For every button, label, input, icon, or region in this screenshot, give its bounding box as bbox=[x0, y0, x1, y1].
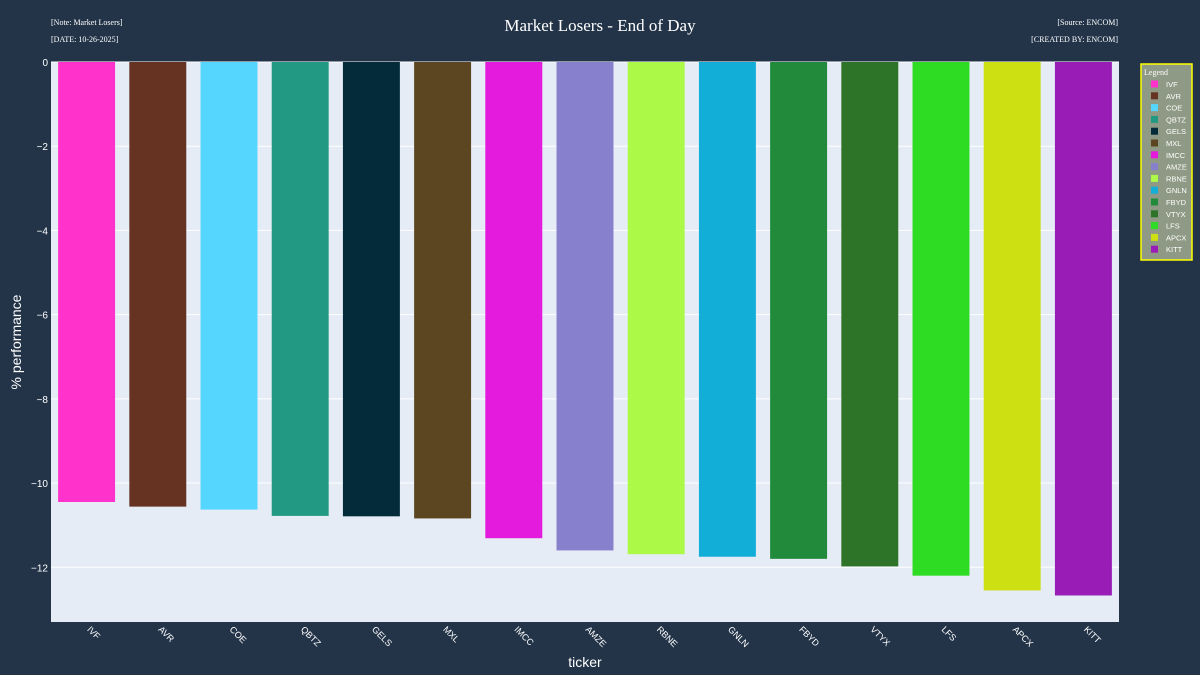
legend-swatch bbox=[1151, 139, 1158, 147]
legend-item-label[interactable]: KITT bbox=[1166, 245, 1183, 254]
legend-swatch bbox=[1151, 163, 1158, 171]
legend-item-label[interactable]: VTYX bbox=[1166, 210, 1186, 219]
bar-amze bbox=[556, 62, 614, 551]
bar-rbne bbox=[627, 62, 685, 555]
bar-fbyd bbox=[770, 62, 828, 559]
y-tick-label: −6 bbox=[37, 311, 49, 322]
legend-swatch bbox=[1151, 198, 1158, 206]
legend-swatch bbox=[1151, 233, 1158, 241]
x-tick-label: GELS bbox=[370, 624, 394, 648]
y-tick-label: −12 bbox=[31, 563, 48, 574]
y-tick-label: −10 bbox=[31, 479, 48, 490]
x-tick-label: IMCC bbox=[512, 624, 536, 648]
legend-title: Legend bbox=[1144, 68, 1168, 77]
header-created-by: [CREATED BY: ENCOM] bbox=[1031, 35, 1118, 44]
legend-item-label[interactable]: AVR bbox=[1166, 92, 1181, 101]
bar-kitt bbox=[1054, 62, 1112, 596]
x-tick-label: VTYX bbox=[868, 624, 892, 648]
y-tick-label: 0 bbox=[42, 58, 48, 69]
x-tick-label: GNLN bbox=[726, 624, 751, 649]
legend-swatch bbox=[1151, 127, 1158, 135]
bar-mxl bbox=[414, 62, 472, 519]
legend-item-label[interactable]: AMZE bbox=[1166, 163, 1187, 172]
legend-item-label[interactable]: FBYD bbox=[1166, 198, 1187, 207]
legend-item-label[interactable]: GELS bbox=[1166, 127, 1186, 136]
x-tick-label: FBYD bbox=[797, 624, 821, 648]
legend-swatch bbox=[1151, 245, 1158, 253]
bar-coe bbox=[200, 62, 258, 510]
legend-swatch bbox=[1151, 186, 1158, 194]
bar-lfs bbox=[912, 62, 970, 576]
legend-item-label[interactable]: MXL bbox=[1166, 139, 1181, 148]
legend-swatch bbox=[1151, 92, 1158, 100]
legend-swatch bbox=[1151, 115, 1158, 123]
y-tick-label: −8 bbox=[37, 395, 49, 406]
x-axis-label: ticker bbox=[568, 654, 602, 670]
bar-apcx bbox=[983, 62, 1041, 591]
bar-ivf bbox=[58, 62, 116, 502]
legend-box bbox=[1140, 63, 1193, 261]
legend-swatch bbox=[1151, 174, 1158, 182]
legend-item-label[interactable]: LFS bbox=[1166, 222, 1180, 231]
legend: Legend IVF AVR COE QBTZ GELS MXL IMCC AMZE RBNE G… bbox=[1140, 63, 1193, 261]
x-tick-label: AVR bbox=[156, 624, 176, 644]
header-source: [Source: ENCOM] bbox=[1057, 18, 1118, 27]
legend-item-label[interactable]: IVF bbox=[1166, 80, 1178, 89]
legend-item-label[interactable]: RBNE bbox=[1166, 174, 1187, 183]
x-tick-label: LFS bbox=[940, 624, 959, 643]
x-tick-label: IVF bbox=[85, 624, 102, 641]
legend-swatch bbox=[1151, 151, 1158, 159]
x-tick-label: QBTZ bbox=[299, 624, 323, 648]
x-tick-label: MXL bbox=[441, 624, 461, 644]
legend-item-label[interactable]: APCX bbox=[1166, 233, 1186, 242]
x-tick-label: KITT bbox=[1082, 624, 1103, 645]
legend-item-label[interactable]: QBTZ bbox=[1166, 115, 1186, 124]
bars bbox=[58, 62, 1112, 596]
x-axis-ticks: IVF AVR COE QBTZ GELS MXL IMCC AMZE RBNE GNLN FBYD… bbox=[85, 624, 1103, 649]
legend-item-label[interactable]: COE bbox=[1166, 104, 1182, 113]
bar-vtyx bbox=[841, 62, 899, 567]
y-axis-ticks: 0 −2 −4 −6 −8 −10 −12 bbox=[31, 58, 48, 574]
chart-title: Market Losers - End of Day bbox=[504, 16, 696, 35]
x-tick-label: RBNE bbox=[655, 624, 680, 649]
legend-item-label[interactable]: IMCC bbox=[1166, 151, 1186, 160]
bar-gnln bbox=[698, 62, 756, 557]
legend-swatch bbox=[1151, 104, 1158, 112]
x-tick-label: APCX bbox=[1011, 624, 1035, 648]
y-tick-label: −4 bbox=[37, 226, 49, 237]
bar-qbtz bbox=[271, 62, 329, 516]
header-note: [Note: Market Losers] bbox=[51, 18, 123, 27]
legend-item-label[interactable]: GNLN bbox=[1166, 186, 1187, 195]
legend-swatch bbox=[1151, 80, 1158, 88]
bar-imcc bbox=[485, 62, 543, 539]
x-tick-label: AMZE bbox=[584, 624, 609, 649]
legend-items: IVF AVR COE QBTZ GELS MXL IMCC AMZE RBNE GNLN FBYD… bbox=[1151, 80, 1187, 254]
x-tick-label: COE bbox=[228, 624, 249, 645]
legend-swatch bbox=[1151, 222, 1158, 230]
y-axis-label: % performance bbox=[8, 294, 24, 389]
bar-avr bbox=[129, 62, 187, 507]
legend-swatch bbox=[1151, 210, 1158, 218]
bar-gels bbox=[342, 62, 400, 517]
header-date: [DATE: 10-26-2025] bbox=[51, 35, 119, 44]
y-tick-label: −2 bbox=[37, 142, 49, 153]
